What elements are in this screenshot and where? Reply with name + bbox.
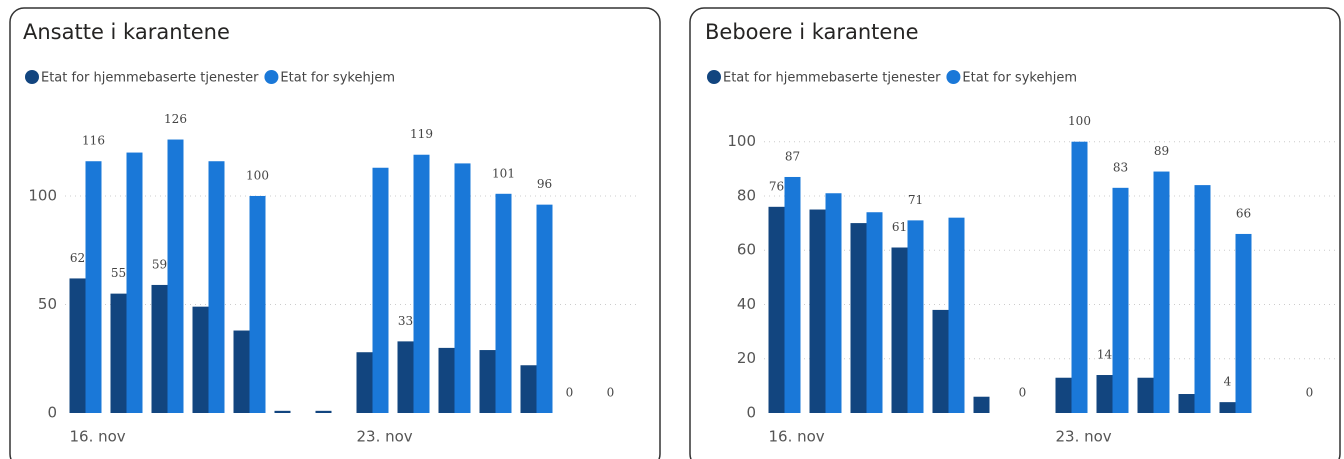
bar: [1071, 141, 1088, 413]
chart-title: Beboere i karantene: [705, 20, 919, 44]
legend-label: Etat for hjemmebaserte tjenester: [41, 71, 259, 86]
y-tick-label: 100: [28, 186, 57, 204]
y-tick-label: 50: [38, 295, 57, 313]
data-label: 100: [1068, 114, 1091, 128]
x-tick-label: 16. nov: [769, 428, 825, 446]
x-tick-label: 23. nov: [1056, 428, 1112, 446]
bar: [520, 365, 537, 413]
data-label: 101: [492, 166, 515, 180]
bar: [233, 330, 250, 413]
data-label: 0: [607, 386, 615, 400]
legend-marker: [264, 70, 279, 84]
data-label: 87: [785, 149, 800, 163]
y-tick-label: 40: [737, 295, 756, 313]
bar: [768, 206, 785, 413]
bar: [1219, 402, 1236, 413]
data-label: 66: [1236, 206, 1251, 220]
bar: [973, 396, 990, 413]
legend-label: Etat for hjemmebaserte tjenester: [723, 71, 941, 86]
bar: [85, 161, 102, 413]
bar: [866, 212, 883, 413]
data-label: 61: [892, 220, 907, 234]
data-label: 100: [246, 168, 269, 182]
data-label: 14: [1097, 348, 1113, 362]
bar: [907, 220, 924, 413]
bar: [479, 350, 496, 413]
bar: [372, 167, 389, 413]
legend-label: Etat for sykehjem: [962, 71, 1077, 86]
bar: [208, 161, 225, 413]
legend-marker: [946, 70, 961, 84]
bar: [1112, 187, 1129, 413]
data-label: 116: [82, 134, 105, 148]
data-label: 96: [537, 177, 552, 191]
data-label: 0: [566, 386, 574, 400]
bar: [167, 139, 184, 414]
bar: [110, 293, 127, 413]
bar: [454, 163, 471, 413]
data-label: 0: [1019, 386, 1027, 400]
bar: [413, 154, 430, 413]
data-label: 59: [152, 257, 167, 271]
bar: [1235, 233, 1252, 413]
data-label: 126: [164, 112, 187, 126]
bar: [1194, 185, 1211, 413]
bar: [948, 217, 965, 413]
bar: [1178, 394, 1195, 413]
bar: [536, 204, 553, 413]
legend-marker: [707, 70, 721, 84]
bar: [1137, 377, 1154, 413]
bar: [891, 247, 908, 413]
data-label: 89: [1154, 144, 1169, 158]
y-tick-label: 0: [746, 404, 756, 422]
legend-label: Etat for sykehjem: [280, 71, 395, 86]
data-label: 55: [111, 266, 126, 280]
data-label: 33: [398, 314, 413, 328]
bar: [1153, 171, 1170, 413]
legend-marker: [25, 70, 39, 84]
bar: [809, 209, 826, 413]
bar: [151, 284, 168, 413]
y-tick-label: 80: [737, 186, 756, 204]
bar: [356, 352, 373, 413]
bar: [249, 195, 266, 413]
bar: [315, 410, 332, 413]
data-label: 83: [1113, 160, 1128, 174]
bar: [397, 341, 414, 413]
bar: [784, 176, 801, 413]
bar: [932, 309, 949, 413]
data-label: 71: [908, 193, 923, 207]
bar: [850, 223, 867, 413]
y-tick-label: 0: [47, 404, 57, 422]
x-tick-label: 16. nov: [70, 428, 126, 446]
y-tick-label: 20: [737, 349, 756, 367]
data-label: 62: [70, 251, 85, 265]
x-tick-label: 23. nov: [357, 428, 413, 446]
y-tick-label: 100: [727, 132, 756, 150]
bar: [69, 278, 86, 413]
chart-title: Ansatte i karantene: [23, 20, 230, 44]
bar: [438, 347, 455, 413]
data-label: 0: [1306, 386, 1314, 400]
bar: [825, 193, 842, 413]
data-label: 4: [1224, 375, 1232, 389]
data-label: 76: [769, 179, 784, 193]
bar: [1096, 375, 1113, 413]
bar: [1055, 377, 1072, 413]
bar: [192, 306, 209, 413]
y-tick-label: 60: [737, 241, 756, 259]
bar: [495, 193, 512, 413]
bar: [274, 410, 291, 413]
bar: [126, 152, 143, 414]
data-label: 119: [410, 127, 433, 141]
